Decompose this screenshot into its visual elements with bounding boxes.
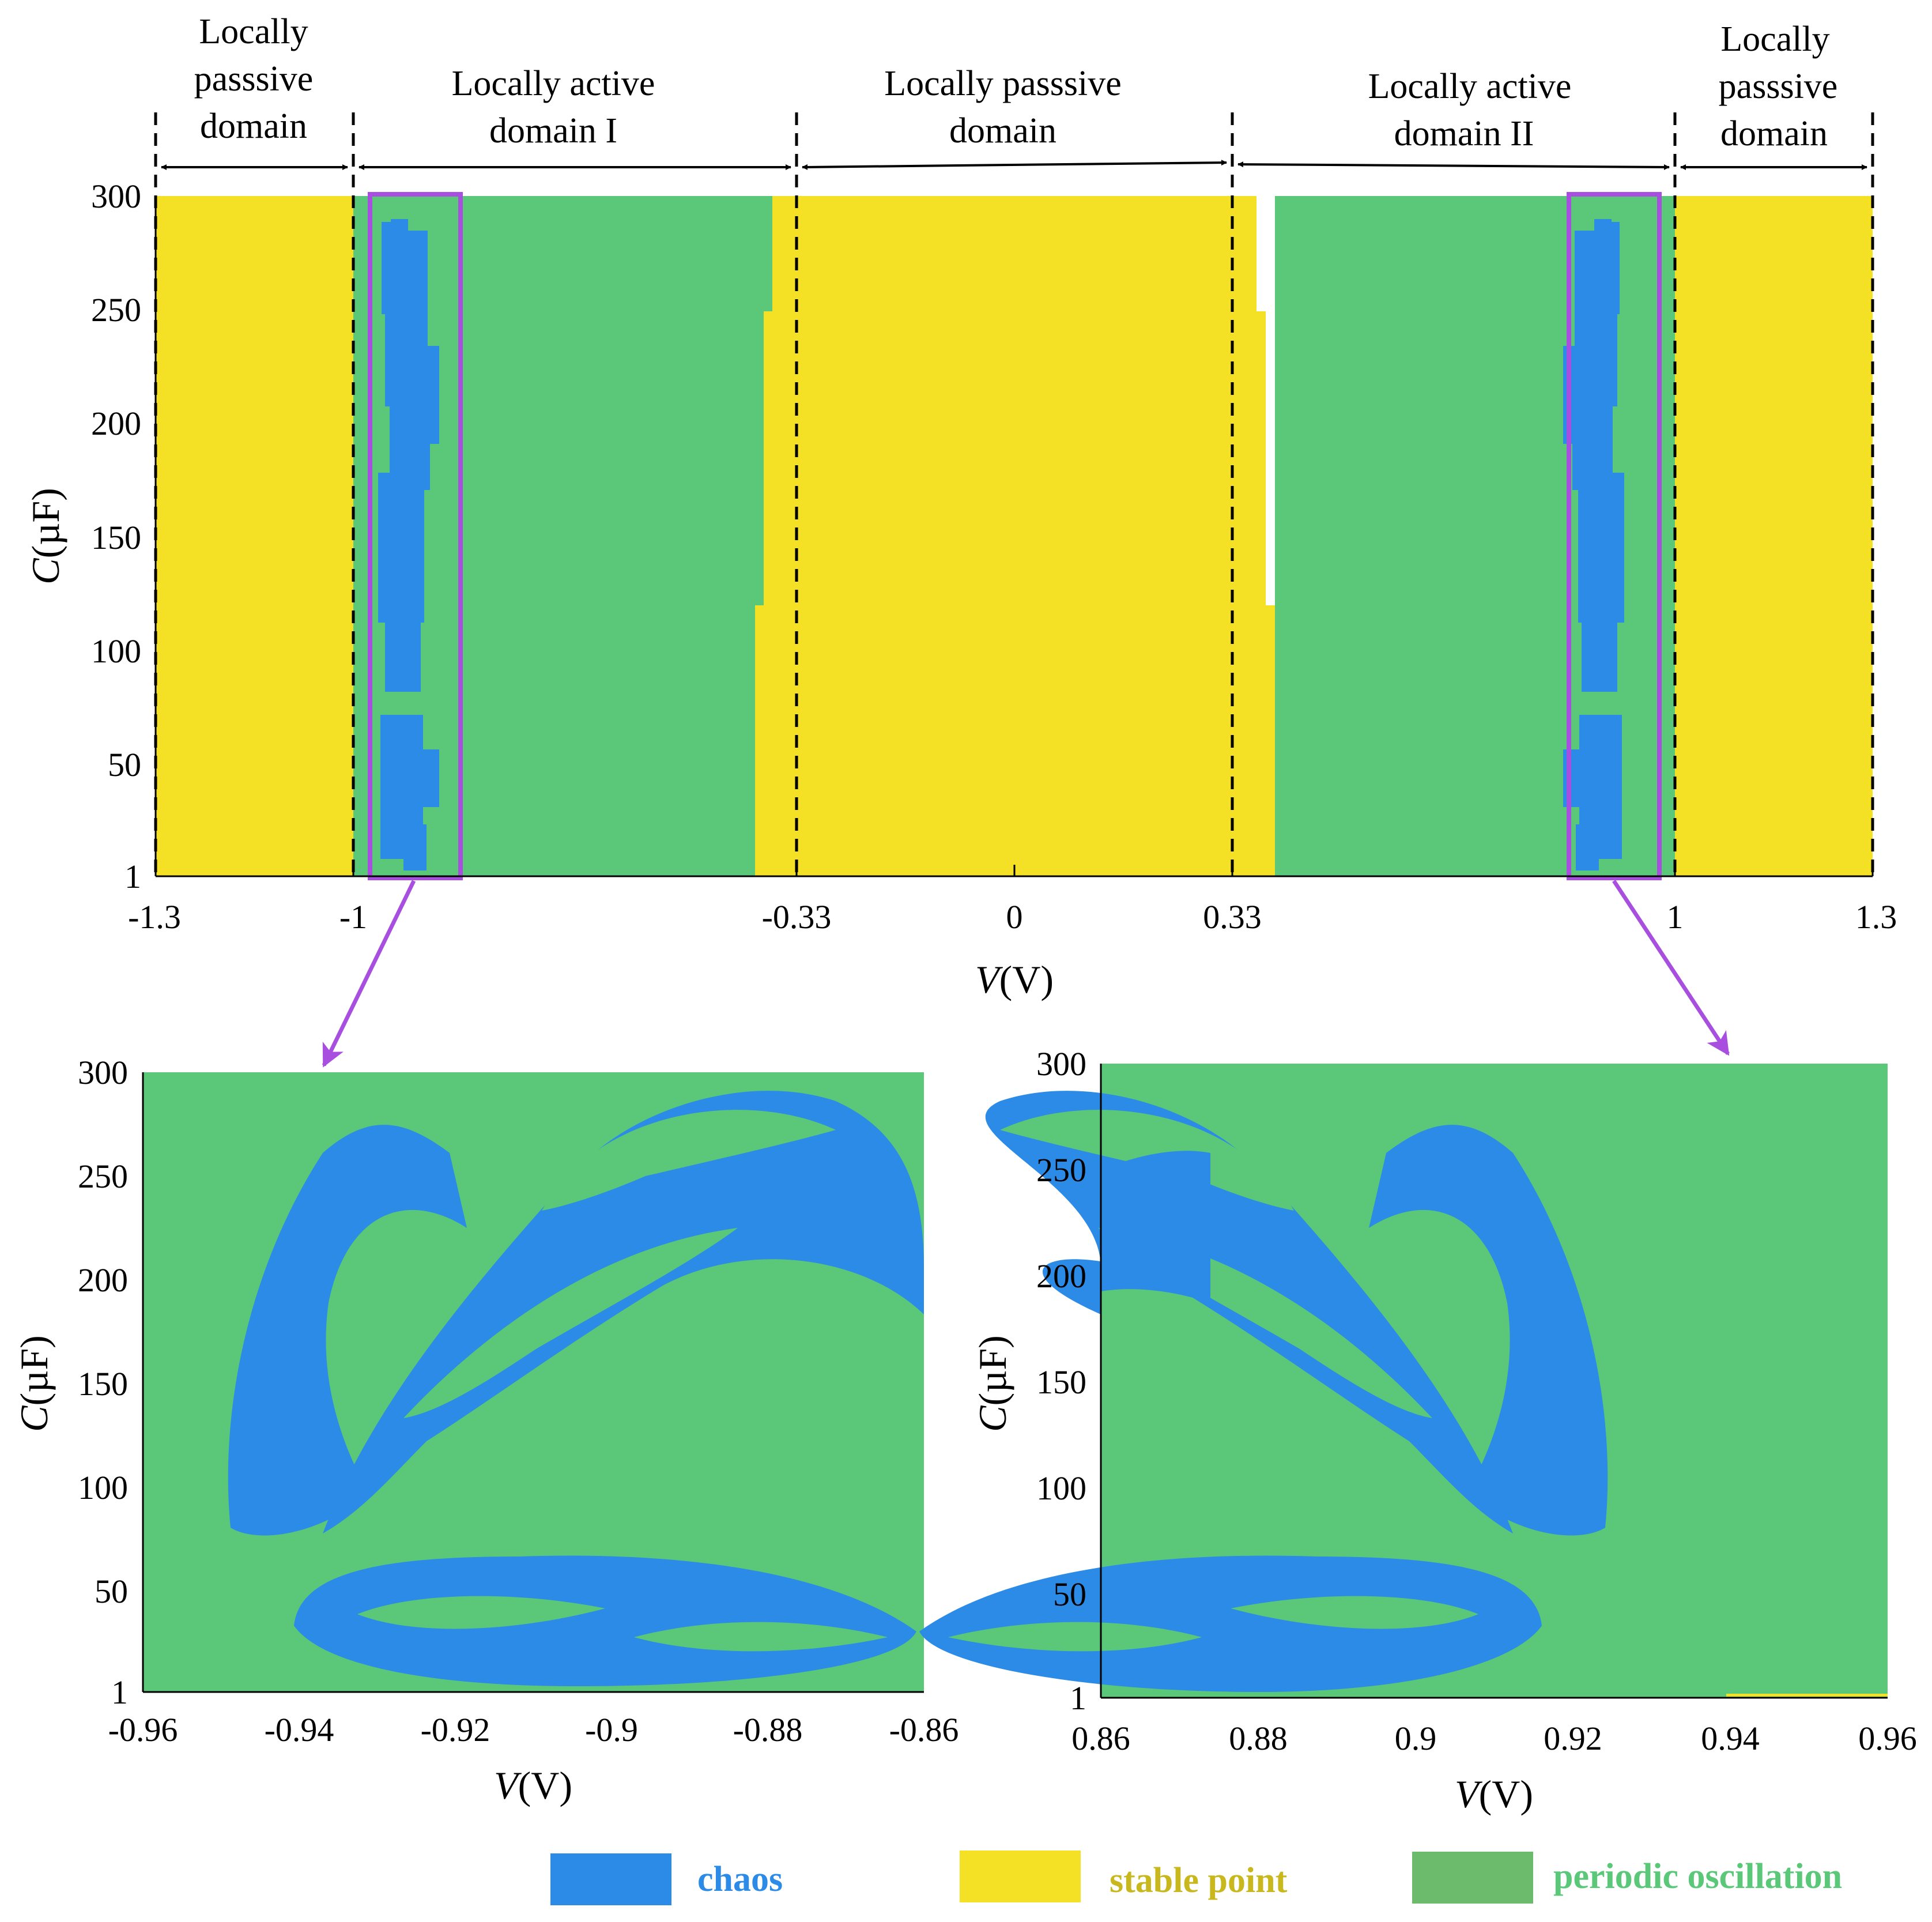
domain-label-3-line-1: Locally passsive (884, 64, 1122, 103)
bl-ytick-50: 50 (95, 1573, 128, 1610)
region-stable-right (1675, 196, 1873, 876)
bl-xtick-5: -0.88 (733, 1711, 803, 1748)
top-xtick-3: -0.33 (762, 898, 832, 936)
br-x-tick-labels: 0.86 0.88 0.9 0.92 0.94 0.96 (1071, 1720, 1917, 1757)
domain-arrows (161, 160, 1867, 170)
domain-label-1-line-2: passsive (194, 59, 314, 99)
br-xtick-2: 0.88 (1229, 1720, 1288, 1757)
top-xtick-5: 0.33 (1203, 898, 1262, 936)
bl-ytick-1: 1 (111, 1674, 128, 1711)
bl-ytick-100: 100 (78, 1469, 128, 1506)
domain-label-5-line-2: passsive (1719, 67, 1838, 106)
legend-swatch-stable (960, 1851, 1081, 1902)
br-x-axis-label: V(V) (1455, 1772, 1533, 1816)
br-ytick-150: 150 (1036, 1363, 1086, 1401)
top-chart: Locally passsive domain Locally active d… (24, 12, 1897, 1001)
br-ytick-100: 100 (1036, 1469, 1086, 1507)
br-xtick-1: 0.86 (1071, 1720, 1130, 1757)
top-y-tick-labels: 300 250 200 150 100 50 1 (91, 178, 141, 895)
domain-label-4-line-2: domain II (1394, 114, 1534, 153)
bl-y-axis-label: C(µF) (12, 1335, 56, 1432)
bl-y-tick-labels: 300 250 200 150 100 50 1 (78, 1054, 128, 1711)
domain-label-1-line-1: Locally (199, 12, 308, 51)
top-ytick-100: 100 (91, 632, 141, 670)
br-ytick-1: 1 (1070, 1679, 1086, 1717)
bl-ytick-250: 250 (78, 1158, 128, 1195)
br-chaos-edge-left (1101, 1151, 1210, 1303)
domain-label-2-line-1: Locally active (452, 64, 655, 103)
zoom-box-right (1567, 192, 1662, 880)
top-xtick-6: 1 (1667, 898, 1684, 936)
legend: chaos stable point periodic oscillation (550, 1851, 1842, 1905)
br-xtick-5: 0.94 (1701, 1720, 1760, 1757)
legend-swatch-periodic (1412, 1852, 1533, 1904)
top-xtick-4: 0 (1006, 898, 1023, 936)
legend-swatch-chaos (550, 1853, 671, 1905)
bl-xtick-6: -0.86 (889, 1711, 959, 1748)
bl-chaos-regions (228, 1091, 924, 1686)
top-ytick-150: 150 (91, 519, 141, 556)
legend-label-periodic: periodic oscillation (1553, 1857, 1842, 1896)
domain-label-1-line-3: domain (200, 107, 307, 146)
bottom-left-chart: 300 250 200 150 100 50 1 -0.96 -0.94 -0.… (12, 1054, 959, 1807)
top-ytick-1: 1 (124, 858, 141, 895)
zoom-box-left (368, 192, 463, 880)
domain-label-5-line-3: domain (1720, 114, 1828, 153)
chaos-band-right (1563, 219, 1624, 870)
bl-ytick-300: 300 (78, 1054, 128, 1091)
domain-label-5-line-1: Locally (1720, 20, 1829, 59)
bl-x-tick-labels: -0.96 -0.94 -0.92 -0.9 -0.88 -0.86 (108, 1711, 959, 1748)
zoom-arrow-left (322, 880, 416, 1068)
br-ytick-50: 50 (1053, 1576, 1086, 1613)
region-stable-left (156, 196, 353, 876)
bl-ytick-200: 200 (78, 1261, 128, 1299)
top-x-tick-labels: -1.3 -1 -0.33 0 0.33 1 1.3 (128, 898, 1897, 936)
br-ytick-250: 250 (1036, 1151, 1086, 1189)
legend-label-chaos: chaos (697, 1860, 783, 1899)
top-ytick-250: 250 (91, 291, 141, 329)
bl-xtick-1: -0.96 (108, 1711, 178, 1748)
br-y-axis-label: C(µF) (971, 1335, 1014, 1432)
chaos-band-left (378, 219, 439, 870)
br-xtick-6: 0.96 (1858, 1720, 1917, 1757)
bottom-right-chart: 300 250 200 150 100 50 1 0.86 0.88 0.9 0… (919, 1045, 1917, 1816)
region-stable-center (755, 196, 1275, 876)
top-y-axis-label: C(µF) (24, 488, 67, 585)
bl-xtick-3: -0.92 (421, 1711, 490, 1748)
top-xtick-7: 1.3 (1855, 898, 1897, 936)
zoom-arrow-right (1612, 880, 1730, 1056)
top-xtick-1: -1.3 (128, 898, 181, 936)
top-ytick-300: 300 (91, 178, 141, 215)
br-xtick-3: 0.9 (1395, 1720, 1437, 1757)
bl-xtick-4: -0.9 (585, 1711, 638, 1748)
top-ytick-200: 200 (91, 405, 141, 442)
legend-label-stable: stable point (1110, 1861, 1288, 1900)
br-ytick-300: 300 (1036, 1045, 1086, 1083)
domain-labels: Locally passsive domain Locally active d… (194, 12, 1838, 153)
top-x-axis-label: V(V) (975, 958, 1054, 1001)
domain-boundaries (154, 112, 1874, 877)
domain-label-2-line-2: domain I (489, 111, 617, 150)
top-ytick-50: 50 (108, 746, 141, 783)
bl-x-axis-label: V(V) (494, 1763, 572, 1807)
bl-xtick-2: -0.94 (265, 1711, 334, 1748)
domain-label-4-line-1: Locally active (1368, 67, 1572, 106)
br-xtick-4: 0.92 (1544, 1720, 1602, 1757)
br-ytick-200: 200 (1036, 1257, 1086, 1295)
br-y-tick-labels: 300 250 200 150 100 50 1 (1036, 1045, 1086, 1717)
domain-label-3-line-2: domain (949, 111, 1056, 150)
bl-ytick-150: 150 (78, 1365, 128, 1403)
top-xtick-2: -1 (339, 898, 367, 936)
